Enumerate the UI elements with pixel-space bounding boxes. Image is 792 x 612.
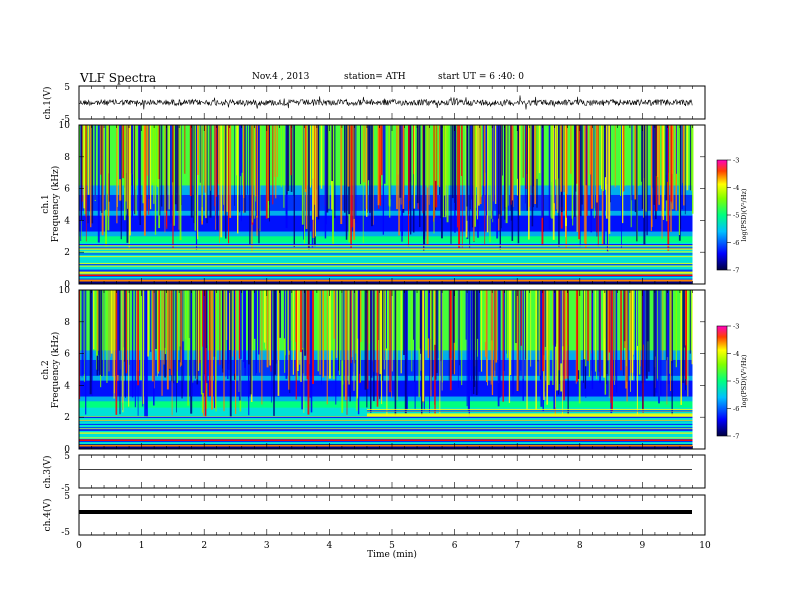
ch3-waveform-panel: 5 -5 ch.3(V) [42, 452, 706, 494]
colorbar-tick-label: -5 [733, 378, 739, 386]
freq-tick-label: 0 [64, 280, 70, 290]
ch2-spectrogram-image [79, 290, 693, 449]
ch1-colorbar-label: log(PSD)(V²/Hz) [740, 188, 748, 241]
freq-tick-label: 2 [64, 248, 70, 258]
ch2-spec-x-ticks [78, 290, 706, 449]
ch2-spec-ylabel: Frequency (kHz) [50, 332, 61, 409]
ch4-ytick-neg5: -5 [61, 528, 70, 538]
ch1-spec-x-ticks [78, 125, 706, 284]
ch1-spectrogram-panel: 0 2 4 6 8 10 ch.1 Frequency (kHz) [41, 121, 706, 290]
freq-tick-label: 0 [64, 445, 70, 455]
colorbar-tick-label: -7 [733, 267, 739, 275]
x-tick-label: 0 [76, 541, 82, 551]
ch1-ytick-5: 5 [64, 83, 70, 93]
ch2-colorbar-label: log(PSD)(V²/Hz) [740, 354, 748, 407]
x-tick-label: 6 [452, 541, 458, 551]
freq-tick-label: 4 [64, 216, 70, 226]
x-tick-label: 10 [699, 541, 711, 551]
colorbar-tick-label: -3 [733, 323, 739, 331]
x-tick-label: 5 [389, 541, 395, 551]
ch2-spec-channel: ch.2 [41, 360, 51, 379]
ch1-x-ticks [78, 86, 706, 119]
ch2-spectrogram-panel: 0 2 4 6 8 10 ch.2 Frequency (kHz) [41, 286, 706, 455]
ch1-spec-yticks: 0 2 4 6 8 10 [59, 121, 705, 290]
x-tick-label: 3 [264, 541, 270, 551]
ch1-spectrogram-image [79, 125, 694, 284]
ch2-spec-yticks: 0 2 4 6 8 10 [59, 286, 705, 455]
date-label: Nov.4 , 2013 [252, 72, 310, 82]
x-axis-label: Time (min) [367, 549, 417, 560]
freq-tick-label: 4 [64, 381, 70, 391]
start-time-label: start UT = 6 :40: 0 [438, 72, 524, 82]
ch4-frame [78, 494, 706, 536]
freq-tick-label: 2 [64, 413, 70, 423]
ch1-spec-channel: ch.1 [41, 194, 51, 213]
x-tick-label: 2 [201, 541, 207, 551]
freq-tick-label: 8 [64, 153, 70, 163]
station-label: station= ATH [344, 72, 406, 82]
chart-title: VLF Spectra [80, 71, 157, 85]
x-tick-label: 1 [139, 541, 145, 551]
freq-tick-label: 6 [64, 350, 70, 360]
freq-tick-label: 6 [64, 185, 70, 195]
x-tick-label: 9 [640, 541, 646, 551]
freq-tick-label: 10 [59, 121, 71, 131]
freq-tick-label: 8 [64, 318, 70, 328]
ch1-colorbar-gradient [716, 159, 728, 271]
ch3-ytick-neg5: -5 [61, 484, 70, 494]
ch4-ylabel: ch.4(V) [42, 499, 53, 532]
colorbar-tick-label: -6 [733, 405, 739, 413]
colorbar-tick-label: -7 [733, 433, 739, 441]
colorbar-tick-label: -3 [733, 157, 739, 165]
x-tick-label: 4 [327, 541, 333, 551]
ch4-ytick-5: 5 [64, 492, 70, 502]
ch1-ytick-neg5: -5 [61, 115, 70, 125]
ch2-colorbar-gradient [716, 325, 728, 437]
x-axis-tick-labels: 0 1 2 3 4 5 6 7 8 9 10 [76, 541, 711, 551]
ch1-waveform-panel: 5 -5 ch.1(V) [42, 83, 706, 125]
ch3-ytick-5: 5 [64, 452, 70, 462]
x-tick-label: 8 [577, 541, 583, 551]
colorbar-tick-label: -6 [733, 239, 739, 247]
ch1-trace [78, 95, 693, 110]
colorbar-tick-label: -5 [733, 212, 739, 220]
ch2-colorbar: -3 -4 -5 -6 -7 log(PSD)(V²/Hz) [716, 323, 748, 441]
colorbar-tick-label: -4 [733, 184, 739, 192]
ch1-ylabel: ch.1(V) [42, 87, 53, 120]
freq-tick-label: 10 [59, 286, 71, 296]
ch1-colorbar: -3 -4 -5 -6 -7 log(PSD)(V²/Hz) [716, 157, 748, 275]
x-tick-label: 7 [514, 541, 520, 551]
ch3-ylabel: ch.3(V) [42, 456, 53, 489]
colorbar-tick-label: -4 [733, 350, 739, 358]
ch1-spec-ylabel: Frequency (kHz) [50, 166, 61, 243]
ch4-waveform-panel: 5 -5 ch.4(V) [42, 492, 706, 538]
